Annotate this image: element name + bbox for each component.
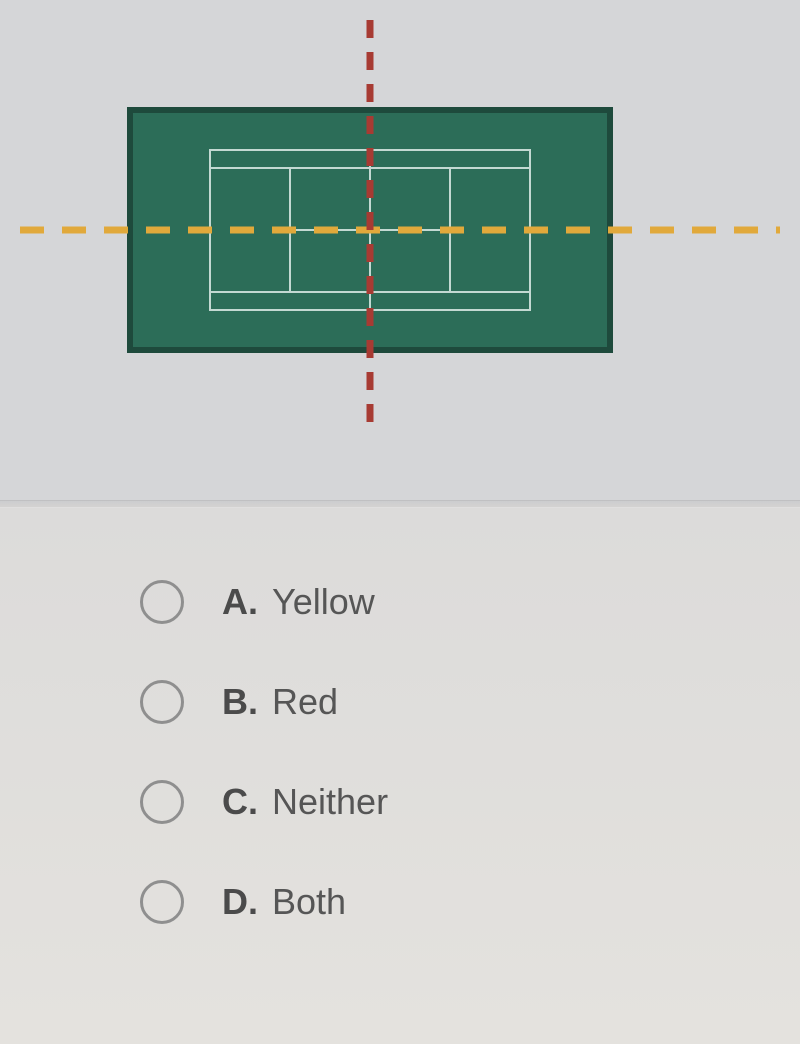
radio-icon[interactable] <box>140 580 184 624</box>
diagram-svg <box>0 0 800 500</box>
option-a[interactable]: A. Yellow <box>140 580 660 624</box>
option-letter: D. <box>222 881 258 923</box>
option-d[interactable]: D. Both <box>140 880 660 924</box>
option-letter: B. <box>222 681 258 723</box>
option-c[interactable]: C. Neither <box>140 780 660 824</box>
radio-icon[interactable] <box>140 880 184 924</box>
option-b[interactable]: B. Red <box>140 680 660 724</box>
radio-icon[interactable] <box>140 780 184 824</box>
option-letter: C. <box>222 781 258 823</box>
section-divider <box>0 500 800 508</box>
page: A. Yellow B. Red C. Neither D. Both <box>0 0 800 1044</box>
answer-options: A. Yellow B. Red C. Neither D. Both <box>140 580 660 980</box>
option-letter: A. <box>222 581 258 623</box>
option-text: Both <box>272 881 346 923</box>
radio-icon[interactable] <box>140 680 184 724</box>
symmetry-diagram <box>0 0 800 500</box>
option-text: Neither <box>272 781 388 823</box>
option-text: Red <box>272 681 338 723</box>
option-text: Yellow <box>272 581 375 623</box>
